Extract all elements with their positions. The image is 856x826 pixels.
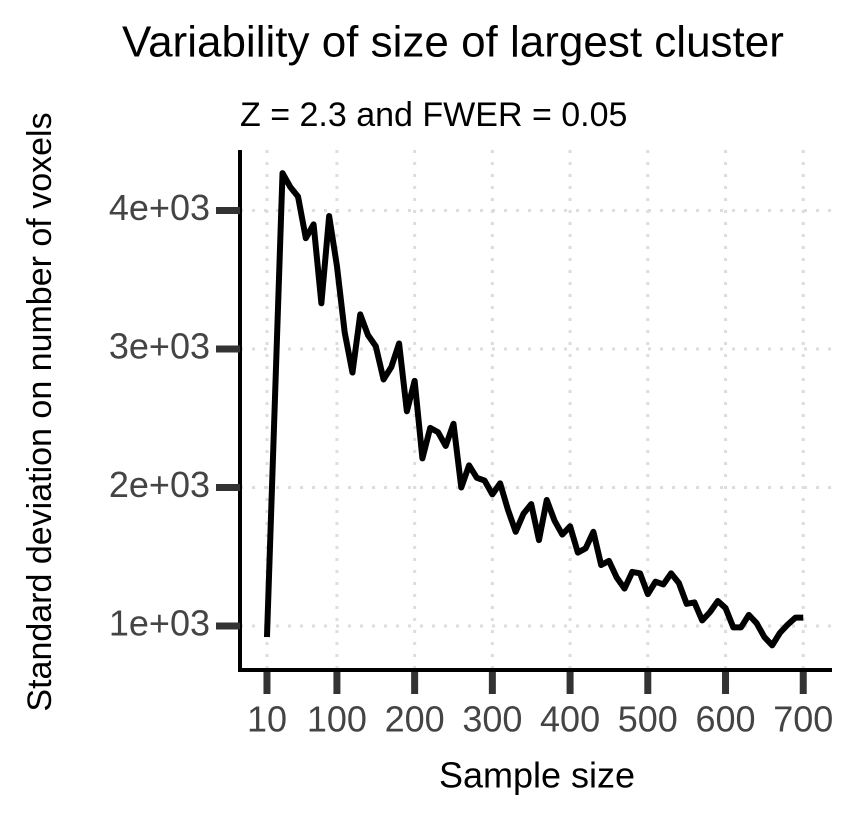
x-tick-label: 200 [385,699,445,740]
x-axis-label: Sample size [439,755,635,796]
x-tick-label: 600 [695,699,755,740]
plot-area: 1e+03 2e+03 3e+03 4e+03 10 100 200 300 400 500 600… [109,150,833,740]
x-tick-label: 100 [307,699,367,740]
y-tick-label: 4e+03 [109,187,210,228]
chart-subtitle: Z = 2.3 and FWER = 0.05 [240,96,627,134]
x-tick-label: 10 [247,699,287,740]
x-tick-label: 400 [540,699,600,740]
line-series [263,170,804,649]
y-tick-label: 2e+03 [109,464,210,505]
x-tick-label: 300 [462,699,522,740]
chart-title: Variability of size of largest cluster [122,18,784,67]
x-tick-label: 500 [618,699,678,740]
y-axis-label: Standard deviation on number of voxels [21,112,59,711]
x-tick-label: 700 [773,699,833,740]
y-tick-label: 3e+03 [109,326,210,367]
y-tick-label: 1e+03 [109,602,210,643]
